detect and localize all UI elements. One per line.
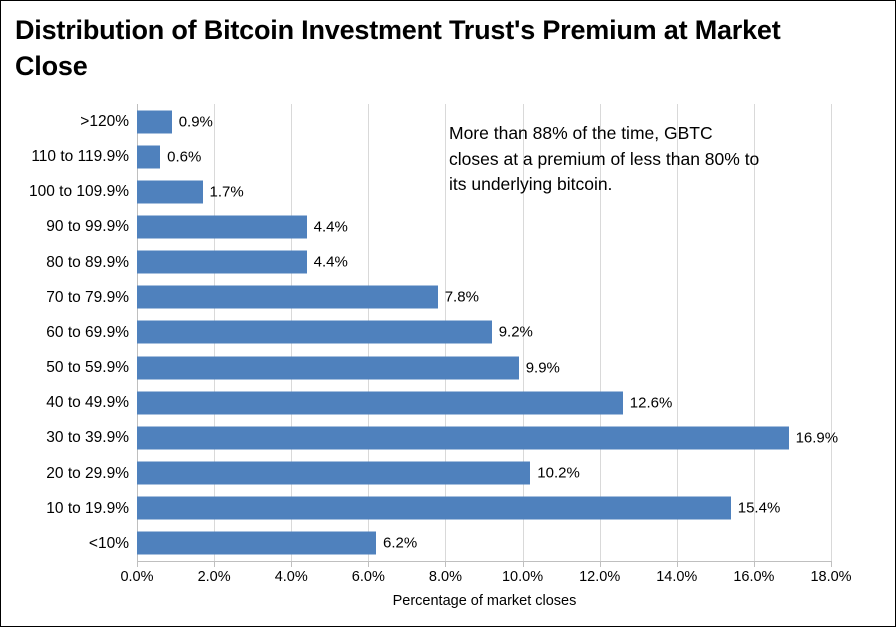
- category-label: 40 to 49.9%: [46, 394, 129, 412]
- x-tick-label: 6.0%: [351, 569, 385, 585]
- bar[interactable]: [137, 110, 172, 134]
- bar[interactable]: [137, 180, 203, 204]
- category-label: 80 to 89.9%: [46, 253, 129, 271]
- x-tick: [599, 561, 601, 567]
- bar-row: 9.2%: [137, 315, 831, 350]
- category-label: >120%: [80, 113, 129, 130]
- category-label: <10%: [88, 534, 129, 552]
- bar-value-label: 9.9%: [525, 359, 560, 377]
- x-tick: [445, 561, 447, 567]
- x-tick-label: 0.0%: [120, 569, 154, 585]
- gridline-18: [831, 104, 832, 561]
- category-label: 20 to 29.9%: [46, 464, 129, 482]
- gridline-12: [599, 104, 601, 561]
- x-tick: [753, 561, 755, 567]
- category-label: 60 to 69.9%: [46, 323, 129, 341]
- x-tick: [522, 561, 524, 567]
- chart-title: Distribution of Bitcoin Investment Trust…: [15, 15, 781, 81]
- bar-row: 10.2%: [137, 456, 831, 491]
- bar[interactable]: [137, 426, 789, 450]
- category-label: 110 to 119.9%: [31, 148, 129, 166]
- bar-row: 0.9%: [137, 104, 831, 139]
- category-label: 100 to 109.9%: [29, 183, 129, 201]
- bar[interactable]: [137, 496, 731, 520]
- x-tick: [368, 561, 370, 567]
- x-tick: [291, 561, 293, 567]
- bar[interactable]: [137, 145, 161, 169]
- plot-area: 0.9% 0.6% 1.7% 4.4% 4.4% 7.8% 9.2% 9.9% 12.6% 16.…: [137, 104, 838, 561]
- x-tick-label: 10.0%: [501, 569, 544, 585]
- bar-row: 4.4%: [137, 209, 831, 244]
- x-tick-label: 16.0%: [733, 569, 775, 585]
- bar-value-label: 7.8%: [444, 288, 479, 306]
- bar-value-label: 1.7%: [209, 183, 244, 201]
- x-tick: [676, 561, 678, 567]
- bar[interactable]: [137, 285, 438, 309]
- chart-annotation: More than 88% of the time, GBTC closes a…: [449, 123, 760, 195]
- bar-row: 15.4%: [137, 491, 831, 526]
- bar-row: 0.6%: [137, 139, 831, 174]
- bar-value-label: 12.6%: [629, 394, 673, 412]
- gridline-16: [753, 104, 755, 561]
- bar-series: 0.9% 0.6% 1.7% 4.4% 4.4% 7.8% 9.2% 9.9% 12.6% 16.…: [137, 104, 838, 561]
- category-axis: >120% 110 to 119.9% 100 to 109.9% 90 to 99.…: [1, 104, 129, 561]
- bar[interactable]: [137, 461, 531, 485]
- bar-value-label: 0.9%: [178, 113, 213, 131]
- bar[interactable]: [137, 531, 377, 555]
- bar[interactable]: [137, 320, 492, 344]
- x-tick: [831, 561, 832, 567]
- bar-value-label: 4.4%: [313, 253, 348, 271]
- category-label: 90 to 99.9%: [46, 218, 129, 236]
- category-label: 10 to 19.9%: [46, 499, 129, 517]
- x-tick-label: 2.0%: [197, 569, 231, 585]
- bar-value-label: 10.2%: [537, 464, 580, 482]
- category-label: 50 to 59.9%: [46, 359, 129, 377]
- x-tick: [214, 561, 216, 567]
- bar-row: 9.9%: [137, 350, 831, 385]
- x-axis-title: Percentage of market closes: [392, 593, 577, 609]
- bar-row: 16.9%: [137, 420, 838, 455]
- bar-value-label: 9.2%: [498, 323, 533, 341]
- gridline-14: [676, 104, 678, 561]
- x-axis-line: [137, 561, 832, 562]
- bar-row: 4.4%: [137, 245, 831, 280]
- bar-value-label: 16.9%: [795, 429, 839, 447]
- category-label: 30 to 39.9%: [46, 429, 129, 447]
- x-tick: [137, 561, 138, 567]
- x-tick-label: 14.0%: [656, 569, 698, 585]
- bar-value-label: 6.2%: [383, 534, 418, 552]
- bar[interactable]: [137, 215, 307, 239]
- category-label: 70 to 79.9%: [46, 288, 129, 306]
- bar[interactable]: [137, 391, 623, 415]
- bar-row: 7.8%: [137, 280, 831, 315]
- bar-value-label: 0.6%: [167, 148, 202, 166]
- bar[interactable]: [137, 250, 307, 274]
- x-tick-label: 12.0%: [579, 569, 621, 585]
- x-tick-label: 8.0%: [428, 569, 462, 585]
- bar[interactable]: [137, 356, 519, 380]
- x-tick-label: 4.0%: [274, 569, 308, 585]
- bar-value-label: 15.4%: [737, 499, 781, 517]
- bar-row: 6.2%: [137, 526, 831, 561]
- bar-row: 12.6%: [137, 385, 831, 420]
- bar-value-label: 4.4%: [313, 218, 348, 236]
- gridline-10: [522, 104, 524, 561]
- bar-row: 1.7%: [137, 174, 831, 209]
- x-tick-label: 18.0%: [810, 569, 852, 585]
